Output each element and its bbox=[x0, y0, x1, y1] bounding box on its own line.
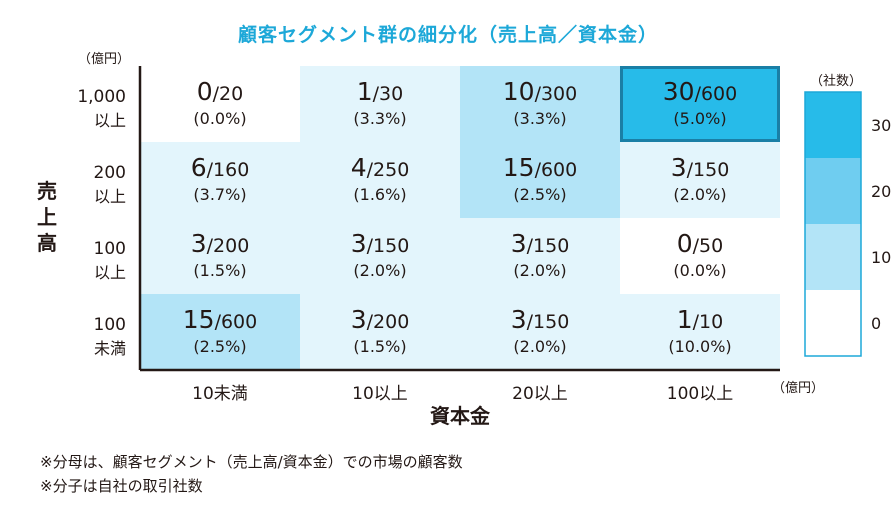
y-axis-label: 売上高 bbox=[37, 179, 57, 255]
footnote-denominator: ※分母は、顧客セグメント（売上高/資本金）での市場の顧客数 bbox=[40, 453, 463, 471]
cell-percent-label: (10.0%) bbox=[668, 337, 731, 356]
cell-percent-label: (1.5%) bbox=[353, 337, 406, 356]
heatmap-cell bbox=[620, 218, 780, 294]
x-tick-label: 10以上 bbox=[352, 384, 408, 404]
x-axis-label: 資本金 bbox=[430, 404, 490, 428]
x-tick-label: 20以上 bbox=[512, 384, 568, 404]
heatmap-cell bbox=[140, 142, 300, 218]
cell-percent-label: (2.0%) bbox=[513, 261, 566, 280]
heatmap-cell bbox=[300, 66, 460, 142]
cell-value-label: 3/150 bbox=[671, 153, 730, 182]
cell-value-label: 4/250 bbox=[351, 153, 410, 182]
cell-percent-label: (3.7%) bbox=[193, 185, 246, 204]
chart-title: 顧客セグメント群の細分化（売上高／資本金） bbox=[237, 24, 658, 46]
heatmap-cell bbox=[300, 218, 460, 294]
colorbar-tick-label: 10 bbox=[871, 248, 891, 267]
cell-percent-label: (0.0%) bbox=[673, 261, 726, 280]
x-tick-label: 100以上 bbox=[667, 384, 733, 404]
cell-value-label: 1/30 bbox=[357, 77, 403, 106]
cell-value-label: 3/150 bbox=[351, 229, 410, 258]
heatmap-cell bbox=[300, 142, 460, 218]
heatmap-cell bbox=[140, 218, 300, 294]
highlight-border bbox=[620, 66, 780, 142]
colorbar-tick-label: 20 bbox=[871, 182, 891, 201]
heatmap-cell bbox=[620, 66, 780, 142]
cell-value-label: 3/150 bbox=[511, 305, 570, 334]
cell-value-label: 6/160 bbox=[191, 153, 250, 182]
colorbar-band bbox=[805, 290, 861, 356]
heatmap-cell bbox=[460, 294, 620, 370]
colorbar-band bbox=[805, 92, 861, 158]
heatmap-cell bbox=[460, 142, 620, 218]
cell-percent-label: (3.3%) bbox=[513, 109, 566, 128]
colorbar-band bbox=[805, 224, 861, 290]
footnotes: ※分母は、顧客セグメント（売上高/資本金）での市場の顧客数 ※分子は自社の取引社… bbox=[40, 450, 463, 498]
cell-percent-label: (0.0%) bbox=[193, 109, 246, 128]
y-tick-label: 100 bbox=[94, 239, 126, 259]
cell-percent-label: (2.0%) bbox=[673, 185, 726, 204]
cell-value-label: 15/600 bbox=[183, 305, 257, 334]
cell-percent-label: (3.3%) bbox=[353, 109, 406, 128]
cell-percent-label: (2.0%) bbox=[353, 261, 406, 280]
colorbar-frame bbox=[804, 91, 862, 357]
y-tick-label: 100 bbox=[94, 315, 126, 335]
colorbar-unit: （社数） bbox=[810, 74, 863, 89]
cell-value-label: 10/300 bbox=[503, 77, 577, 106]
cell-percent-label: (1.6%) bbox=[353, 185, 406, 204]
cell-value-label: 3/200 bbox=[191, 229, 250, 258]
cell-percent-label: (2.5%) bbox=[193, 337, 246, 356]
cell-value-label: 0/20 bbox=[197, 77, 243, 106]
heatmap-cell bbox=[140, 66, 300, 142]
y-axis-unit: （億円） bbox=[78, 52, 131, 67]
cell-percent-label: (2.5%) bbox=[513, 185, 566, 204]
cell-value-label: 15/600 bbox=[503, 153, 577, 182]
x-tick-label: 10未満 bbox=[192, 384, 248, 404]
cell-value-label: 1/10 bbox=[677, 305, 723, 334]
cell-value-label: 3/150 bbox=[511, 229, 570, 258]
cell-value-label: 0/50 bbox=[677, 229, 723, 258]
y-tick-qualifier: 以上 bbox=[94, 263, 126, 282]
heatmap-cell bbox=[620, 142, 780, 218]
y-tick-qualifier: 以上 bbox=[94, 111, 126, 130]
heatmap-cell bbox=[620, 294, 780, 370]
colorbar-tick-label: 0 bbox=[871, 314, 881, 333]
cell-value-label: 3/200 bbox=[351, 305, 410, 334]
x-axis-unit: （億円） bbox=[772, 381, 825, 396]
footnote-numerator: ※分子は自社の取引社数 bbox=[40, 477, 203, 495]
heatmap-cell bbox=[140, 294, 300, 370]
cell-percent-label: (1.5%) bbox=[193, 261, 246, 280]
cell-percent-label: (5.0%) bbox=[673, 109, 726, 128]
colorbar-tick-label: 30 bbox=[871, 116, 891, 135]
heatmap-cell bbox=[460, 66, 620, 142]
y-tick-label: 1,000 bbox=[77, 87, 126, 107]
heatmap-cell bbox=[460, 218, 620, 294]
cell-value-label: 30/600 bbox=[663, 77, 737, 106]
heatmap-cell bbox=[300, 294, 460, 370]
cell-percent-label: (2.0%) bbox=[513, 337, 566, 356]
colorbar-band bbox=[805, 158, 861, 224]
y-tick-label: 200 bbox=[94, 163, 126, 183]
y-tick-qualifier: 以上 bbox=[94, 187, 126, 206]
y-tick-qualifier: 未満 bbox=[94, 339, 126, 358]
